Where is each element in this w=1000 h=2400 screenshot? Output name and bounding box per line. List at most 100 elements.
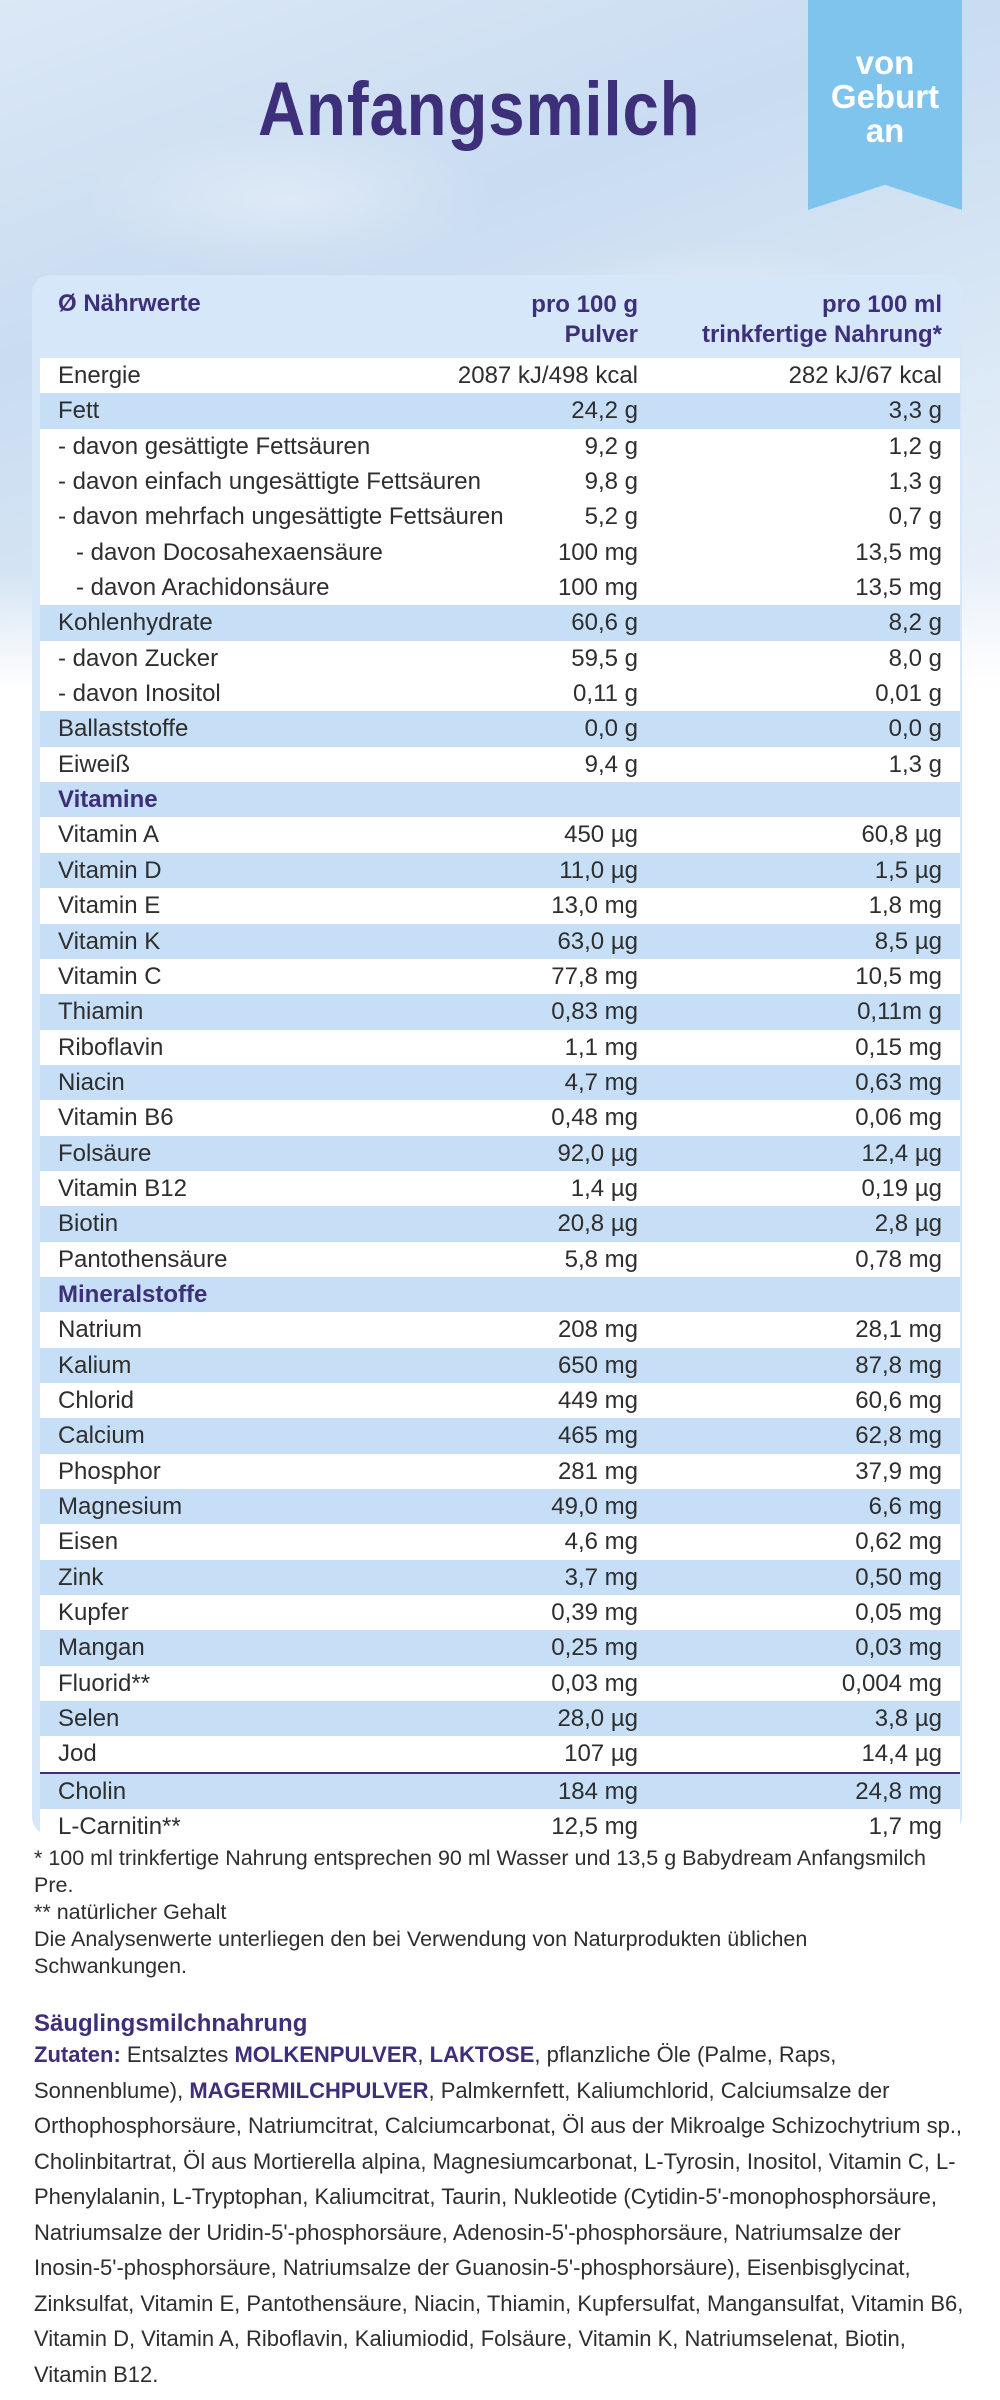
value-per-100ml: 0,62 mg: [855, 1528, 942, 1556]
nutrient-name: Eiweiß: [58, 750, 131, 778]
nutrient-name: Kalium: [58, 1351, 132, 1379]
nutrition-row: Biotin 20,8 µg 2,8 µg: [40, 1206, 960, 1242]
nutrition-row: Vitamin K 63,0 µg 8,5 µg: [40, 923, 960, 959]
value-per-100g: 20,8 µg: [557, 1210, 638, 1238]
nutrient-name: Vitamin C: [58, 962, 162, 990]
value-per-100ml: 60,6 mg: [855, 1386, 942, 1414]
nutrient-name: Folsäure: [58, 1139, 152, 1167]
nutrient-name: Vitamine: [58, 786, 158, 814]
nutrition-row: Riboflavin 1,1 mg 0,15 mg: [40, 1029, 960, 1065]
value-per-100ml: 87,8 mg: [855, 1351, 942, 1379]
value-per-100ml: 0,7 g: [888, 503, 942, 531]
nutrition-row: Jod 107 µg 14,4 µg: [40, 1736, 960, 1772]
column-header-line: pro 100 ml: [821, 291, 942, 318]
value-per-100ml: 1,3 g: [888, 468, 942, 496]
value-per-100ml: 0,11m g: [857, 998, 942, 1026]
nutrition-row: Eisen 4,6 mg 0,62 mg: [40, 1524, 960, 1560]
value-per-100ml: 10,5 mg: [855, 962, 942, 990]
nutrition-row: Thiamin 0,83 mg 0,11m g: [40, 994, 960, 1030]
ingredients-part: , Palmkernfett, Kaliumchlorid, Calciumsa…: [34, 2077, 964, 2387]
value-per-100ml: 0,06 mg: [855, 1104, 942, 1132]
value-per-100ml: 28,1 mg: [855, 1316, 942, 1344]
nutrition-table-header: Ø Nährwerte pro 100 g Pulver pro 100 ml …: [40, 282, 960, 358]
value-per-100ml: 62,8 mg: [855, 1422, 942, 1450]
ingredients-text: Zutaten: Entsalztes MOLKENPULVER, LAKTOS…: [34, 2037, 966, 2392]
nutrient-name: Ballaststoffe: [58, 715, 189, 743]
value-per-100g: 28,0 µg: [557, 1705, 638, 1733]
nutrition-row: Eiweiß 9,4 g 1,3 g: [40, 746, 960, 783]
value-per-100g: 0,11 g: [573, 680, 638, 708]
nutrition-rows: Energie 2087 kJ/498 kcal 282 kJ/67 kcal Fet…: [40, 358, 960, 1845]
nutrition-row: Natrium 208 mg 28,1 mg: [40, 1312, 960, 1348]
value-per-100g: 0,03 mg: [551, 1669, 638, 1697]
nutrition-row: - davon mehrfach ungesättigte Fettsäuren…: [40, 499, 960, 535]
value-per-100g: 9,2 g: [584, 432, 638, 460]
value-per-100ml: 37,9 mg: [855, 1457, 942, 1485]
value-per-100ml: 0,19 µg: [861, 1174, 942, 1202]
nutrient-name: Eisen: [58, 1528, 119, 1556]
nutrition-row: Folsäure 92,0 µg 12,4 µg: [40, 1135, 960, 1171]
nutrient-name: Cholin: [58, 1777, 127, 1805]
value-per-100ml: 8,5 µg: [874, 927, 942, 955]
ingredients-part: , pflanzliche Öle (Palme, Raps, Sonnenbl…: [34, 2042, 837, 2103]
value-per-100ml: 1,3 g: [888, 750, 942, 778]
badge-line: von: [855, 44, 915, 81]
value-per-100g: 11,0 µg: [559, 856, 638, 884]
nutrition-row: - davon Arachidonsäure 100 mg 13,5 mg: [40, 570, 960, 606]
value-per-100ml: [638, 1277, 960, 1312]
value-per-100g: 0,0 g: [584, 715, 638, 743]
value-per-100ml: 0,03 mg: [855, 1634, 942, 1662]
value-per-100ml: 24,8 mg: [855, 1777, 942, 1805]
nutrient-name: Magnesium: [58, 1493, 183, 1520]
value-per-100ml: 3,3 g: [888, 397, 942, 425]
nutrition-row: L-Carnitin** 12,5 mg 1,7 mg: [40, 1809, 960, 1845]
value-per-100g: 100 mg: [557, 574, 638, 602]
value-per-100ml: 282 kJ/67 kcal: [788, 362, 942, 389]
nutrition-row: Magnesium 49,0 mg 6,6 mg: [40, 1489, 960, 1525]
value-per-100ml: 1,2 g: [888, 432, 942, 460]
value-per-100g: 0,39 mg: [551, 1599, 638, 1627]
nutrition-section-row: Vitamine: [40, 782, 960, 818]
nutrition-row: Phosphor 281 mg 37,9 mg: [40, 1453, 960, 1489]
value-per-100g: 449 mg: [557, 1386, 638, 1414]
value-per-100ml: 2,8 µg: [874, 1210, 942, 1238]
value-per-100ml: 12,4 µg: [861, 1139, 942, 1167]
value-per-100ml: 8,0 g: [888, 644, 942, 672]
value-per-100ml: 0,78 mg: [855, 1245, 942, 1273]
nutrient-name: Phosphor: [58, 1457, 161, 1485]
nutrition-row: Pantothensäure 5,8 mg 0,78 mg: [40, 1241, 960, 1277]
value-per-100ml: 0,63 mg: [855, 1068, 942, 1096]
value-per-100ml: 1,8 mg: [868, 892, 942, 920]
value-per-100g: 77,8 mg: [551, 962, 638, 990]
nutrition-section-row: Mineralstoffe: [40, 1276, 960, 1313]
nutrition-row: Chlorid 449 mg 60,6 mg: [40, 1382, 960, 1419]
nutrient-name: Pantothensäure: [58, 1245, 228, 1273]
value-per-100g: 13,0 mg: [551, 892, 638, 920]
nutrition-row: Energie 2087 kJ/498 kcal 282 kJ/67 kcal: [40, 358, 960, 394]
value-per-100g: 5,2 g: [584, 503, 638, 531]
value-per-100g: 0,25 mg: [551, 1634, 638, 1662]
nutrition-row: Fett 24,2 g 3,3 g: [40, 393, 960, 429]
product-title: Anfangsmilch: [258, 67, 701, 152]
nutrient-name: - davon Arachidonsäure: [76, 574, 330, 602]
nutrient-name: Niacin: [58, 1068, 125, 1096]
ingredients-part: ,: [417, 2042, 430, 2067]
ingredient-allergen: LAKTOSE: [429, 2042, 535, 2067]
nutrition-row: Fluorid** 0,03 mg 0,004 mg: [40, 1665, 960, 1702]
nutrition-row: Cholin 184 mg 24,8 mg: [40, 1771, 960, 1810]
nutrition-row: Calcium 465 mg 62,8 mg: [40, 1418, 960, 1454]
ingredients-heading: Säuglingsmilchnahrung: [34, 2010, 308, 2037]
value-per-100ml: 3,8 µg: [874, 1705, 942, 1733]
nutrient-name: Mangan: [58, 1634, 145, 1662]
nutrition-row: Selen 28,0 µg 3,8 µg: [40, 1701, 960, 1737]
value-per-100ml: 8,2 g: [888, 609, 942, 637]
footnote: * 100 ml trinkfertige Nahrung entspreche…: [34, 1846, 926, 1897]
nutrient-name: Selen: [58, 1705, 120, 1733]
value-per-100g: 2087 kJ/498 kcal: [457, 362, 638, 389]
value-per-100g: 24,2 g: [571, 397, 638, 425]
nutrition-row: - davon Docosahexaensäure 100 mg 13,5 mg: [40, 534, 960, 571]
value-per-100g: 100 mg: [557, 538, 638, 566]
column-header-line: Pulver: [564, 321, 638, 348]
nutrient-name: Fett: [58, 397, 100, 425]
nutrition-row: Kohlenhydrate 60,6 g 8,2 g: [40, 605, 960, 641]
